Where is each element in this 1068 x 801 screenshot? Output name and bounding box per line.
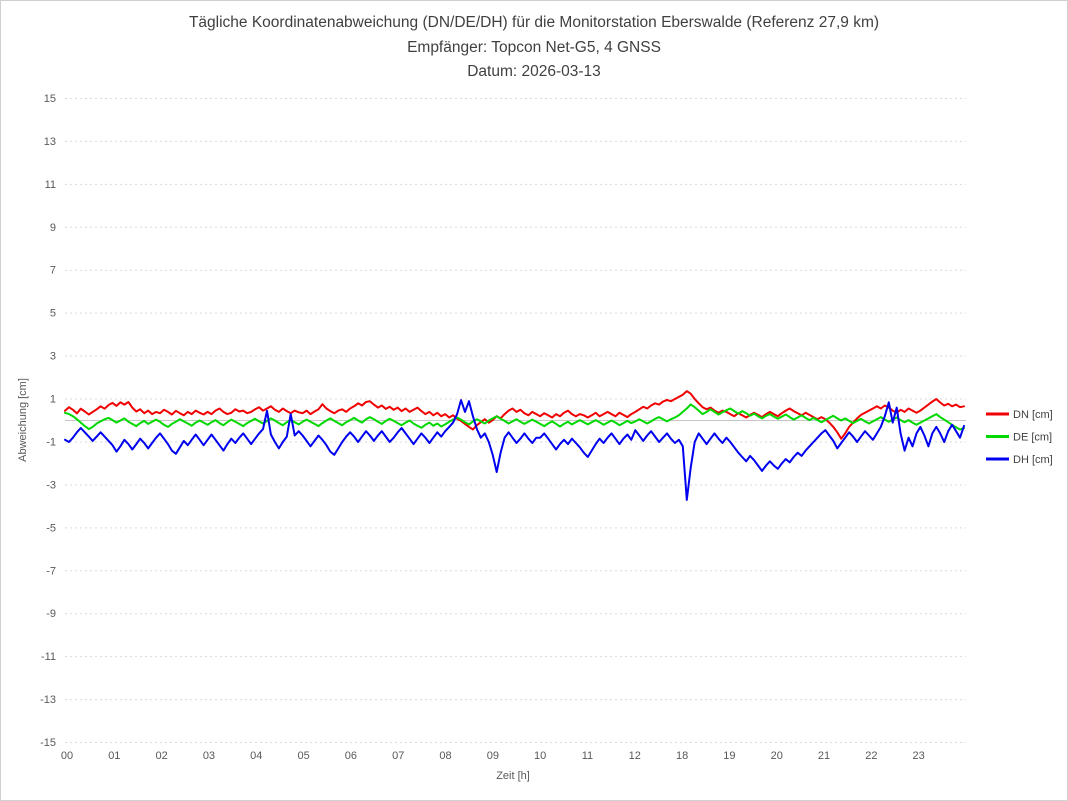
series-line-dh	[64, 399, 965, 501]
x-tick-label: 05	[297, 750, 309, 762]
y-tick-label: -13	[40, 694, 56, 706]
x-tick-label: 01	[108, 750, 120, 762]
x-tick-label: 06	[345, 750, 357, 762]
x-tick-label: 00	[61, 750, 73, 762]
y-tick-label: -15	[40, 737, 56, 749]
chart-subtitle-receiver: Empfänger: Topcon Net-G5, 4 GNSS	[407, 39, 661, 56]
legend-label-dn: DN [cm]	[1013, 409, 1053, 421]
x-axis-title: Zeit [h]	[496, 770, 530, 782]
y-axis-tick-labels: 15 13 11 9 7 5 3 1 -1 -3 -5 -7 -9 -11 -13 -15	[40, 93, 56, 749]
y-tick-label: -7	[46, 565, 56, 577]
y-tick-label: -1	[46, 436, 56, 448]
series-line-de	[64, 403, 965, 431]
y-tick-label: 15	[44, 93, 56, 105]
y-tick-label: 13	[44, 136, 56, 148]
legend: DN [cm] DE [cm] DH [cm]	[986, 409, 1053, 466]
x-tick-label: 03	[203, 750, 215, 762]
x-tick-label: 09	[487, 750, 499, 762]
x-tick-label: 04	[250, 750, 262, 762]
x-axis-tick-labels: 00 01 02 03 04 05 06 07 08 09 10 11 12 18 19 20 21 22 23	[61, 750, 925, 762]
chart-title: Tägliche Koordinatenabweichung (DN/DE/DH…	[189, 14, 879, 31]
y-tick-label: 9	[50, 222, 56, 234]
x-tick-label: 08	[439, 750, 451, 762]
y-tick-label: 7	[50, 265, 56, 277]
x-tick-label: 10	[534, 750, 546, 762]
x-tick-label: 02	[156, 750, 168, 762]
legend-label-de: DE [cm]	[1013, 432, 1052, 444]
chart-subtitle-date: Datum: 2026-03-13	[467, 63, 601, 80]
x-tick-label: 20	[771, 750, 783, 762]
x-tick-label: 21	[818, 750, 830, 762]
x-tick-label: 11	[582, 750, 593, 762]
x-tick-label: 19	[723, 750, 735, 762]
series-line-dn	[64, 390, 965, 440]
y-tick-label: 5	[50, 308, 56, 320]
y-tick-label: 3	[50, 351, 56, 363]
x-tick-label: 18	[676, 750, 688, 762]
y-tick-label: 11	[45, 179, 56, 191]
x-tick-label: 22	[865, 750, 877, 762]
y-tick-label: -11	[41, 651, 56, 663]
x-tick-label: 12	[629, 750, 641, 762]
data-series	[64, 390, 965, 501]
y-tick-label: -3	[46, 479, 56, 491]
legend-label-dh: DH [cm]	[1013, 454, 1053, 466]
y-tick-label: 1	[50, 394, 56, 406]
x-tick-label: 07	[392, 750, 404, 762]
x-tick-label: 23	[913, 750, 925, 762]
y-tick-label: -5	[46, 522, 56, 534]
y-axis-title: Abweichung [cm]	[17, 378, 29, 462]
y-tick-label: -9	[46, 608, 56, 620]
